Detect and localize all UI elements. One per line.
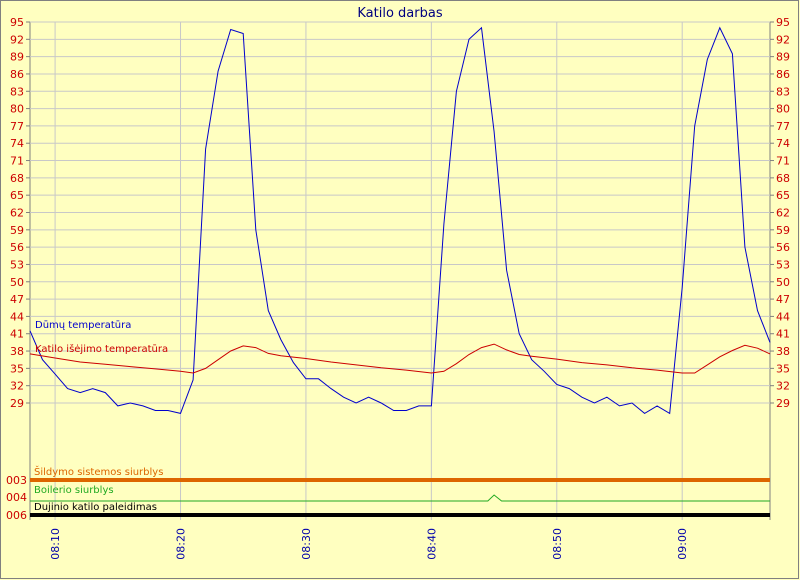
y-tick-label-right: 77 <box>776 120 790 133</box>
lane-label-dujinio: Dujinio katilo paleidimas <box>34 502 157 513</box>
y-tick-label-right: 35 <box>776 362 790 375</box>
x-tick-label: 08:10 <box>49 528 62 560</box>
x-tick-label: 08:40 <box>425 528 438 560</box>
y-tick-label-right: 59 <box>776 224 790 237</box>
lane-label-sildymo: Šildymo sistemos siurblys <box>34 465 163 478</box>
y-tick-label-right: 62 <box>776 207 790 220</box>
x-tick-label: 08:20 <box>175 528 188 560</box>
y-tick-label-left: 65 <box>10 189 24 202</box>
y-tick-label-left: 32 <box>10 380 24 393</box>
y-tick-label-right: 95 <box>776 16 790 29</box>
series-line-katilo-isejimo-temperatura <box>29 343 771 374</box>
y-tick-label-right: 86 <box>776 68 790 81</box>
y-tick-label-left: 86 <box>10 68 24 81</box>
y-tick-label-left: 50 <box>10 276 24 289</box>
lane-code-006: 006 <box>6 509 27 522</box>
series-line-dumu-temperatura <box>29 26 771 415</box>
y-tick-label-right: 80 <box>776 103 790 116</box>
y-tick-label-left: 71 <box>10 155 24 168</box>
y-tick-label-right: 41 <box>776 328 790 341</box>
y-tick-label-right: 32 <box>776 380 790 393</box>
y-tick-label-right: 56 <box>776 241 790 254</box>
y-tick-label-left: 83 <box>10 85 24 98</box>
lane-codes: 003 004 006 <box>6 474 27 522</box>
y-tick-label-right: 83 <box>776 85 790 98</box>
y-tick-label-left: 53 <box>10 258 24 271</box>
y-tick-label-left: 68 <box>10 172 24 185</box>
series-label-dumu: Dūmų temperatūra <box>35 320 131 331</box>
y-tick-label-left: 41 <box>10 328 24 341</box>
series-label-katilo: Katilo išėjimo temperatūra <box>35 343 168 355</box>
y-tick-label-right: 92 <box>776 33 790 46</box>
y-tick-label-left: 92 <box>10 33 24 46</box>
y-tick-label-left: 89 <box>10 51 24 64</box>
lane-code-004: 004 <box>6 491 27 504</box>
y-tick-label-right: 47 <box>776 293 790 306</box>
grid <box>26 21 774 520</box>
series-labels: Dūmų temperatūra Katilo išėjimo temperat… <box>34 320 168 513</box>
y-tick-label-right: 44 <box>776 310 790 323</box>
chart-title: Katilo darbas <box>357 6 442 21</box>
y-tick-label-right: 50 <box>776 276 790 289</box>
y-tick-label-left: 95 <box>10 16 24 29</box>
y-tick-label-left: 62 <box>10 207 24 220</box>
y-tick-label-right: 89 <box>776 51 790 64</box>
y-tick-label-left: 80 <box>10 103 24 116</box>
y-tick-label-left: 56 <box>10 241 24 254</box>
lane-code-003: 003 <box>6 474 27 487</box>
y-tick-label-right: 68 <box>776 172 790 185</box>
lane-line-boilerio-siurblys <box>30 494 770 502</box>
x-tick-label: 08:50 <box>551 528 564 560</box>
y-tick-label-left: 35 <box>10 362 24 375</box>
y-axis-right: 95 92 89 86 83 80 77 74 71 68 65 62 59 56 53 50 47 44 41 38… <box>776 16 790 410</box>
y-tick-label-right: 71 <box>776 155 790 168</box>
y-axis-left: 95 92 89 86 83 80 77 74 71 68 65 62 59 56 53 50 47 44 41 38… <box>10 16 24 410</box>
y-tick-label-left: 74 <box>10 137 24 150</box>
y-tick-label-right: 53 <box>776 258 790 271</box>
y-tick-label-left: 44 <box>10 310 24 323</box>
lane-label-boilerio: Boilerio siurblys <box>34 485 114 496</box>
y-tick-label-right: 74 <box>776 137 790 150</box>
y-tick-label-right: 29 <box>776 397 790 410</box>
x-axis: 08:10 08:20 08:30 08:40 08:50 09:00 <box>49 528 689 560</box>
x-tick-label: 09:00 <box>676 528 689 560</box>
status-lanes <box>30 478 770 517</box>
y-tick-label-left: 77 <box>10 120 24 133</box>
y-tick-label-left: 38 <box>10 345 24 358</box>
y-tick-label-left: 47 <box>10 293 24 306</box>
x-tick-label: 08:30 <box>300 528 313 560</box>
y-tick-label-right: 65 <box>776 189 790 202</box>
y-tick-label-left: 29 <box>10 397 24 410</box>
y-tick-label-right: 38 <box>776 345 790 358</box>
y-tick-label-left: 59 <box>10 224 24 237</box>
series-group <box>29 26 771 415</box>
